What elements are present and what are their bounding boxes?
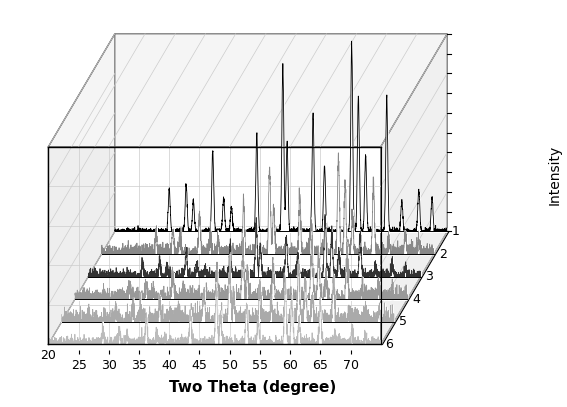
Polygon shape <box>380 34 447 344</box>
Text: 2: 2 <box>439 247 447 260</box>
Text: 4: 4 <box>412 293 420 306</box>
Text: 20: 20 <box>40 349 56 362</box>
Text: 3: 3 <box>425 270 433 283</box>
Polygon shape <box>48 34 115 344</box>
X-axis label: Two Theta (degree): Two Theta (degree) <box>169 381 336 395</box>
Polygon shape <box>48 34 447 147</box>
Text: 1: 1 <box>452 225 460 238</box>
Text: 6: 6 <box>386 338 393 351</box>
Text: Intensity: Intensity <box>547 145 561 205</box>
Text: 5: 5 <box>399 315 407 328</box>
